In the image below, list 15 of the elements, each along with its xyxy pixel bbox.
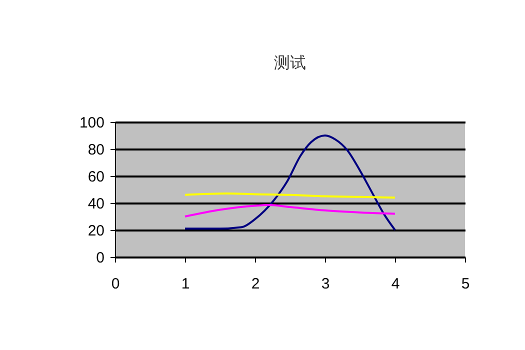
x-tick-label: 5 xyxy=(461,276,470,292)
x-tick-label: 3 xyxy=(321,276,330,292)
x-tick-label: 2 xyxy=(251,276,260,292)
line-series xyxy=(184,134,396,231)
y-tick-label: 80 xyxy=(88,142,104,158)
y-tick-label: 100 xyxy=(79,114,104,132)
chart-title: 测试 xyxy=(274,54,306,72)
y-tick-label: 20 xyxy=(88,222,104,240)
y-tick-label: 0 xyxy=(96,250,104,266)
x-tick-label: 0 xyxy=(111,276,120,292)
line-series xyxy=(184,204,396,218)
x-tick-label: 4 xyxy=(391,276,400,292)
x-tick-label: 1 xyxy=(181,276,190,292)
y-tick-label: 60 xyxy=(88,168,104,186)
y-tick-label: 40 xyxy=(88,196,104,212)
